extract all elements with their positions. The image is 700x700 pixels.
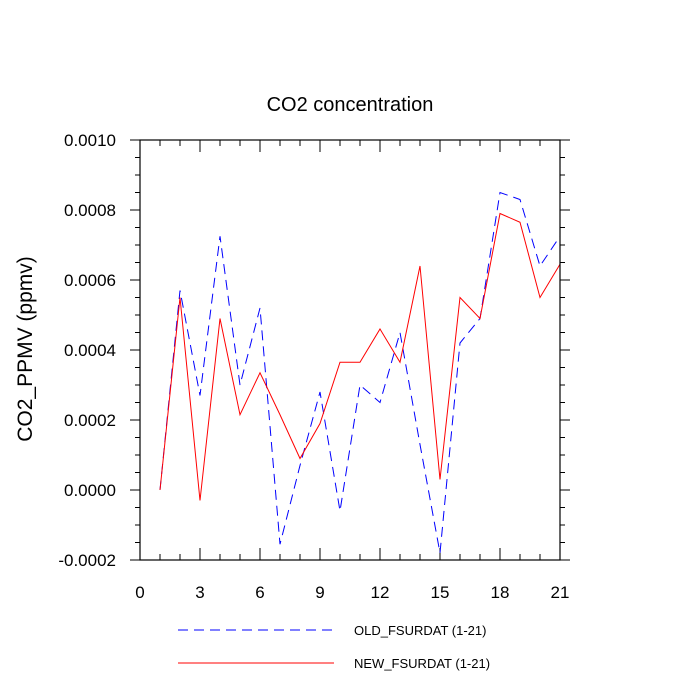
legend-label-2: NEW_FSURDAT (1-21)	[354, 656, 490, 671]
series-line-1	[159, 191, 561, 554]
y-tick-label: 0.0010	[64, 131, 116, 150]
legend: OLD_FSURDAT (1-21) NEW_FSURDAT (1-21)	[178, 623, 490, 671]
x-tick-label: 12	[371, 583, 390, 602]
y-tick-label: 0.0002	[64, 411, 116, 430]
x-tick-label: 3	[195, 583, 204, 602]
x-tick-label: 0	[135, 583, 144, 602]
y-tick-label: 0.0006	[64, 271, 116, 290]
x-tick-label: 21	[551, 583, 570, 602]
x-tick-label: 9	[315, 583, 324, 602]
tick-labels-layer: 0 3 6 9 12 15 18 21 -0.0002 0.0000 0.0002 0.0004 0.0…	[58, 131, 569, 602]
y-tick-label: 0.0000	[64, 481, 116, 500]
x-tick-label: 18	[491, 583, 510, 602]
ticks-layer	[130, 139, 570, 561]
y-tick-label: 0.0008	[64, 201, 116, 220]
plot-frame	[139, 139, 561, 561]
x-tick-label: 6	[255, 583, 264, 602]
y-tick-label: -0.0002	[58, 551, 116, 570]
chart-title: CO2 concentration	[267, 94, 434, 116]
legend-label-1: OLD_FSURDAT (1-21)	[354, 623, 486, 638]
series-layer	[159, 191, 561, 554]
x-tick-label: 15	[431, 583, 450, 602]
series-line-2	[159, 212, 561, 501]
y-tick-label: 0.0004	[64, 341, 116, 360]
y-axis-label: CO2_PPMV (ppmv)	[14, 256, 37, 442]
